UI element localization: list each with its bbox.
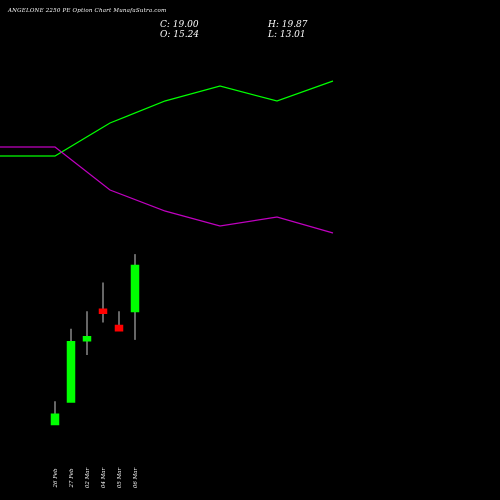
low-value: L: 13.01 [268, 30, 306, 40]
candlestick-series [50, 254, 140, 426]
x-tick-label-4: 04 Mar [101, 467, 107, 488]
x-tick-label-2: 27 Feb [69, 468, 75, 489]
candle-body-4 [98, 308, 108, 314]
candle-body-1 [50, 413, 60, 426]
x-axis-ticks: 26 Feb 27 Feb 02 Mar 04 Mar 05 Mar 06 Mar [53, 467, 139, 488]
chart-title: ANGELONE 2250 PE Option Chart MunafaSutr… [8, 8, 167, 14]
candle-body-3 [82, 336, 92, 342]
x-tick-label-6: 06 Mar [133, 467, 139, 488]
x-tick-label-3: 02 Mar [85, 467, 91, 488]
candle-body-6 [130, 264, 140, 313]
x-tick-label-1: 26 Feb [53, 468, 59, 489]
close-value: C: 19.00 [160, 20, 199, 30]
x-tick-label-5: 05 Mar [117, 467, 123, 488]
open-value: O: 15.24 [160, 30, 200, 40]
candle-body-2 [66, 341, 76, 403]
indicator-line-1 [0, 80, 334, 157]
indicator-line-2 [0, 146, 334, 234]
high-value: H: 19.87 [268, 20, 308, 30]
indicator-lines [0, 80, 334, 234]
candle-body-5 [114, 324, 124, 332]
